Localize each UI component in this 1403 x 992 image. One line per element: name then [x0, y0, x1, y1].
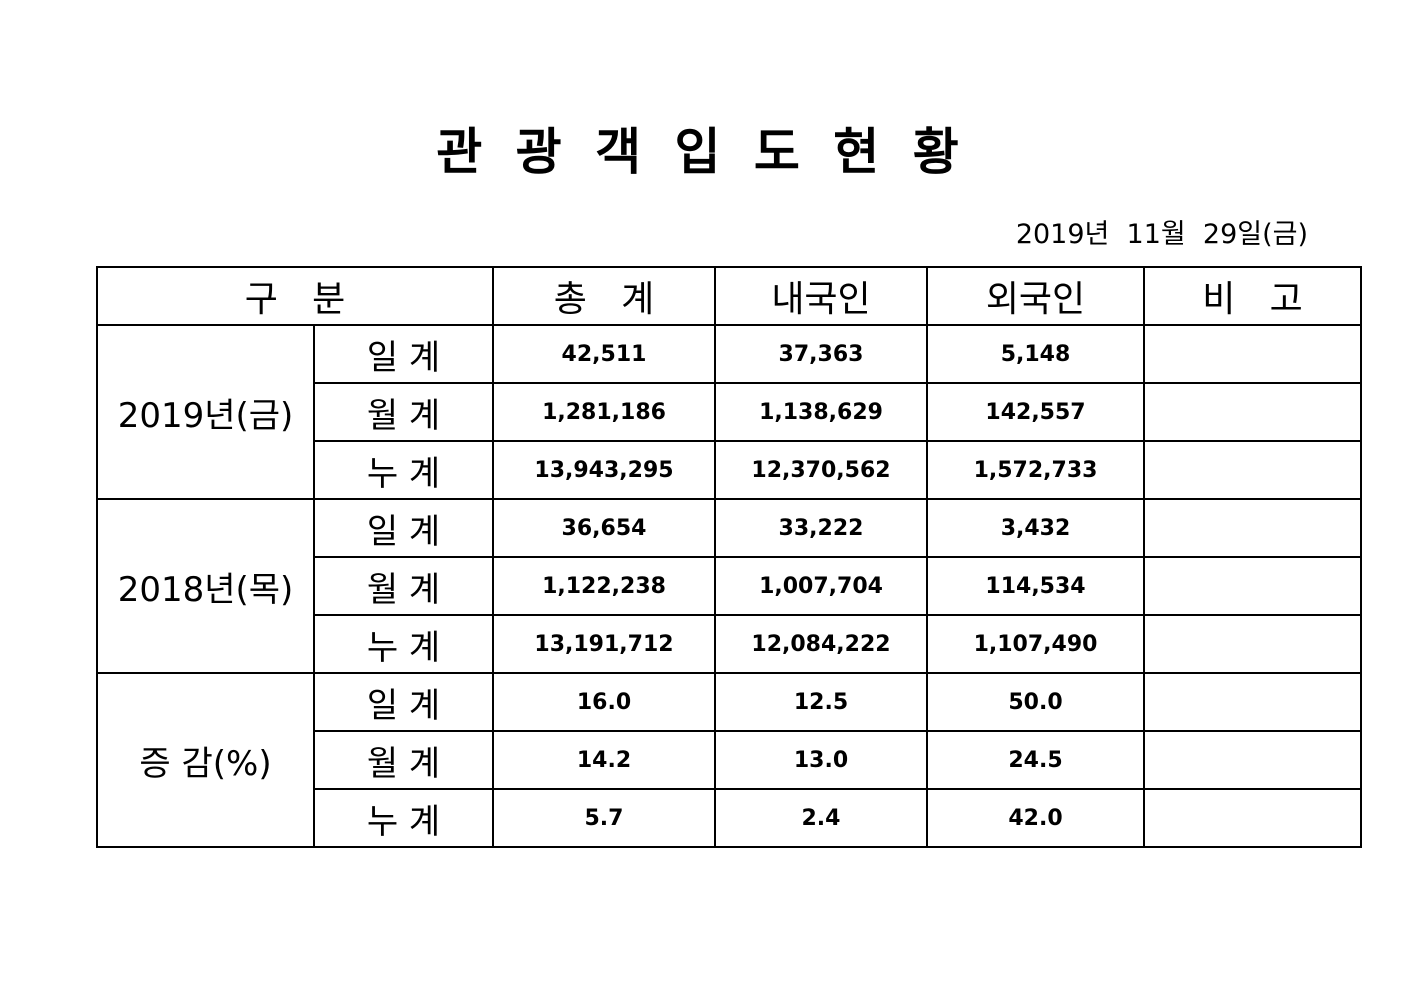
table-row: 2018년(목) 일 계 36,654 33,222 3,432 [96, 498, 1362, 674]
cell-value: 1,107,490 [926, 614, 1145, 674]
column-header: 내국인 [714, 266, 928, 326]
remark-cell [1143, 556, 1362, 616]
remark-cell [1143, 382, 1362, 442]
remark-cell [1143, 498, 1362, 558]
cell-value: 12.5 [714, 672, 928, 732]
column-header: 비 고 [1143, 266, 1362, 326]
cell-value: 114,534 [926, 556, 1145, 616]
row-label: 누 계 [313, 440, 494, 500]
table-row: 누 계 13,191,712 12,084,222 1,107,490 [97, 614, 1362, 674]
table-row: 2019년(금) 일 계 42,511 37,363 5,148 [96, 324, 1362, 500]
cell-value: 5,148 [926, 324, 1145, 384]
cell-value: 42.0 [926, 788, 1145, 848]
cell-value: 24.5 [926, 730, 1145, 790]
cell-value: 5.7 [492, 788, 716, 848]
row-label: 일 계 [313, 324, 494, 384]
table-row: 월 계 14.2 13.0 24.5 [97, 730, 1362, 790]
cell-value: 36,654 [492, 498, 716, 558]
cell-value: 12,370,562 [714, 440, 928, 500]
cell-value: 1,572,733 [926, 440, 1145, 500]
cell-value: 142,557 [926, 382, 1145, 442]
row-label: 월 계 [313, 730, 494, 790]
row-label: 월 계 [313, 556, 494, 616]
cell-value: 37,363 [714, 324, 928, 384]
cell-value: 13.0 [714, 730, 928, 790]
table-row: 증 감(%) 일 계 16.0 12.5 50.0 [96, 672, 1362, 848]
row-label: 일 계 [313, 498, 494, 558]
cell-value: 1,007,704 [714, 556, 928, 616]
cell-value: 42,511 [492, 324, 716, 384]
cell-value: 1,122,238 [492, 556, 716, 616]
cell-value: 13,943,295 [492, 440, 716, 500]
date: 2019년 11월 29일(금) [1015, 219, 1308, 250]
column-header: 총 계 [492, 266, 716, 326]
table-row: 월 계 1,122,238 1,007,704 114,534 [97, 556, 1362, 616]
cell-value: 1,281,186 [492, 382, 716, 442]
cell-value: 33,222 [714, 498, 928, 558]
cell-value: 1,138,629 [714, 382, 928, 442]
table-row: 누 계 5.7 2.4 42.0 [97, 788, 1362, 848]
cell-value: 14.2 [492, 730, 716, 790]
cell-value: 13,191,712 [492, 614, 716, 674]
row-label: 누 계 [313, 788, 494, 848]
cell-value: 3,432 [926, 498, 1145, 558]
remark-cell [1143, 788, 1362, 848]
remark-cell [1143, 730, 1362, 790]
group-label: 증 감(%) [96, 672, 315, 848]
cell-value: 50.0 [926, 672, 1145, 732]
row-label: 누 계 [313, 614, 494, 674]
remark-cell [1143, 440, 1362, 500]
column-header: 외국인 [926, 266, 1145, 326]
cell-value: 2.4 [714, 788, 928, 848]
column-header: 구 분 [96, 266, 494, 326]
remark-cell [1143, 672, 1362, 732]
title: 관 광 객 입 도 현 황 [436, 123, 967, 181]
cell-value: 16.0 [492, 672, 716, 732]
cell-value: 12,084,222 [714, 614, 928, 674]
table-row: 월 계 1,281,186 1,138,629 142,557 [97, 382, 1362, 442]
row-label: 일 계 [313, 672, 494, 732]
row-label: 월 계 [313, 382, 494, 442]
group-label: 2019년(금) [96, 324, 315, 500]
remark-cell [1143, 324, 1362, 384]
table-row: 누 계 13,943,295 12,370,562 1,572,733 [97, 440, 1362, 500]
group-label: 2018년(목) [96, 498, 315, 674]
remark-cell [1143, 614, 1362, 674]
